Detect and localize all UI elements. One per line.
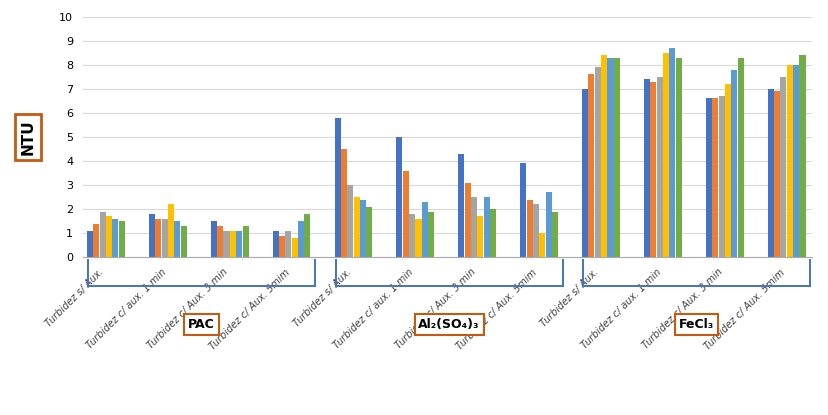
Bar <box>210 221 217 257</box>
Bar <box>730 70 736 257</box>
Bar <box>224 231 229 257</box>
Bar <box>526 200 532 257</box>
Bar <box>149 214 155 257</box>
Bar <box>607 58 613 257</box>
Bar <box>415 219 421 257</box>
Bar <box>243 226 248 257</box>
Bar <box>483 197 489 257</box>
Bar <box>470 197 476 257</box>
Text: NTU: NTU <box>21 119 36 155</box>
Bar <box>366 207 372 257</box>
Bar <box>168 204 174 257</box>
Bar <box>773 91 779 257</box>
Bar <box>465 183 470 257</box>
Bar <box>786 65 792 257</box>
Bar <box>217 226 223 257</box>
Bar <box>489 209 495 257</box>
Bar <box>421 202 427 257</box>
Bar <box>118 221 125 257</box>
Bar <box>359 200 365 257</box>
Bar <box>532 204 538 257</box>
Bar <box>113 219 118 257</box>
Bar <box>396 137 402 257</box>
Bar <box>724 84 730 257</box>
Bar <box>354 197 359 257</box>
Bar <box>272 231 278 257</box>
Bar <box>675 58 681 257</box>
Bar <box>161 219 167 257</box>
Bar <box>649 82 656 257</box>
Bar <box>229 231 236 257</box>
Bar <box>94 224 99 257</box>
Bar <box>594 67 600 257</box>
Bar <box>767 89 773 257</box>
Bar <box>279 236 285 257</box>
Bar <box>779 77 786 257</box>
Bar <box>613 58 619 257</box>
Bar <box>155 219 161 257</box>
Bar <box>798 55 805 257</box>
Bar <box>705 98 711 257</box>
Bar <box>668 48 675 257</box>
Text: PAC: PAC <box>188 318 214 331</box>
Bar <box>236 231 242 257</box>
Bar <box>106 216 112 257</box>
Bar <box>291 238 297 257</box>
Bar <box>656 77 662 257</box>
Bar <box>340 149 347 257</box>
Bar <box>545 192 551 257</box>
Bar <box>588 74 594 257</box>
Bar <box>581 89 587 257</box>
Bar <box>711 98 717 257</box>
Bar <box>600 55 606 257</box>
Bar <box>347 185 353 257</box>
Bar <box>304 214 310 257</box>
Bar <box>737 58 743 257</box>
Bar <box>718 96 724 257</box>
Bar <box>538 233 545 257</box>
Bar <box>458 154 464 257</box>
Bar <box>335 118 340 257</box>
Bar <box>285 231 291 257</box>
Bar <box>520 164 526 257</box>
Bar <box>409 214 415 257</box>
Bar <box>87 231 93 257</box>
Bar <box>402 171 408 257</box>
Bar <box>662 53 668 257</box>
Bar <box>181 226 186 257</box>
Bar <box>428 212 434 257</box>
Text: FeCl₃: FeCl₃ <box>678 318 714 331</box>
Bar <box>99 212 106 257</box>
Bar <box>174 221 181 257</box>
Text: Al₂(SO₄)₃: Al₂(SO₄)₃ <box>418 318 479 331</box>
Bar <box>551 212 557 257</box>
Bar <box>477 216 483 257</box>
Bar <box>792 65 798 257</box>
Bar <box>298 221 304 257</box>
Bar <box>643 79 649 257</box>
